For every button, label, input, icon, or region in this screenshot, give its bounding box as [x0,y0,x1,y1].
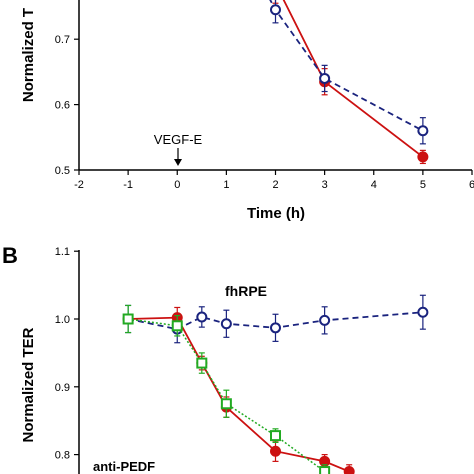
panel-a-x-ticks: -2 -1 0 1 2 3 4 5 6 [74,170,474,191]
panel-a-x-tick-label: 5 [420,179,426,191]
panel-b-y-ticks: 0.8 0.9 1.0 1.1 [55,246,79,462]
panel-a-data-point [417,151,429,163]
panel-b-y-tick-label: 0.9 [55,382,70,394]
panel-b-title: fhRPE [225,283,267,299]
panel-a-y-label: Normalized T [20,8,37,102]
annotation-anti-pedf: anti-PEDF [93,459,155,474]
panel-b-data-point [220,318,232,330]
panel-a-y-tick-label: 0.7 [55,34,70,46]
panel-b-data-point [343,466,355,474]
panel-b-series-line [128,318,326,473]
panel-a-series-line [269,0,424,132]
panel-a-data-point [417,125,429,137]
panel-a-y-tick-label: 0.6 [55,100,70,112]
panel-b-series [122,294,429,474]
panel-b-data-point [270,430,281,442]
panel-a-x-tick-label: 1 [223,179,229,191]
panel-a-x-tick-label: 6 [469,179,474,191]
panel-b-y-tick-label: 1.0 [55,314,70,326]
panel-b-label: B [2,243,18,268]
panel-a-x-tick-label: 2 [272,179,278,191]
panel-a-x-tick-label: 4 [371,179,377,191]
panel-b-y-tick-label: 1.1 [55,246,70,258]
panel-a-data-point [319,72,331,84]
panel-b-data-point [122,313,134,325]
panel-b-y-tick-label: 0.8 [55,450,70,462]
panel-a-data-point [270,4,281,16]
panel-b-y-label: Normalized TER [20,327,37,442]
annotation-vegf-e: VEGF-E [154,132,203,147]
panel-b-data-point [196,311,208,323]
panel-a-x-label: Time (h) [247,205,305,222]
panel-b-data-point [270,322,281,334]
panel-b-data-point [270,445,281,457]
panel-b-data-point [319,314,331,326]
panel-a-x-tick-label: -1 [123,179,133,191]
panel-a-x-tick-label: 3 [322,179,328,191]
panel-a-series-line [282,0,424,158]
vegf-e-arrow-head [174,159,182,166]
panel-b-series-line [128,316,350,473]
panel-b: B fhRPE 0.8 0.9 1.0 1.1 Normalized TER anti… [2,243,429,474]
panel-b-data-point [417,306,429,318]
panel-a-x-tick-label: -2 [74,179,84,191]
panel-a-x-tick-label: 0 [174,179,180,191]
panel-b-data-point [171,320,183,332]
panel-a-series [269,0,429,165]
panel-b-data-point [196,357,208,369]
panel-a-y-tick-label: 0.5 [55,165,70,177]
panel-b-data-point [319,466,331,474]
panel-a-y-ticks: 0.50.60.70.8 [55,34,79,177]
panel-b-data-point [220,398,232,410]
